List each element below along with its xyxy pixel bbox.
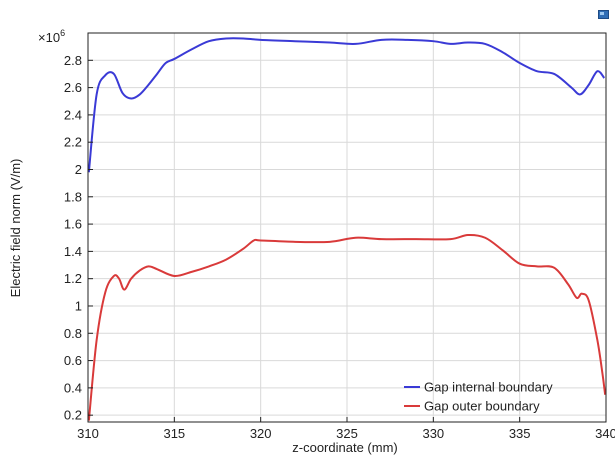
- y-tick-label: 0.2: [64, 408, 82, 423]
- export-image-icon[interactable]: [598, 10, 609, 19]
- y-tick-label: 2.6: [64, 80, 82, 95]
- y-tick-label: 1.4: [64, 244, 82, 259]
- y-tick-label: 2.8: [64, 53, 82, 68]
- y-tick-label: 1: [75, 298, 82, 313]
- axis-ticks: 310 315 320 325 330 335 340 0.2 0.4 0.6 0.8 1 1.2 1.4…: [64, 53, 615, 441]
- legend: Gap internal boundary Gap outer boundary: [404, 380, 553, 414]
- y-tick-label: 1.2: [64, 271, 82, 286]
- series-line-1: [87, 37, 606, 173]
- series-lines: [87, 37, 607, 421]
- y-tick-label: 0.6: [64, 353, 82, 368]
- x-tick-label: 340: [595, 426, 615, 441]
- y-tick-label: 1.8: [64, 189, 82, 204]
- y-tick-label: 0.8: [64, 326, 82, 341]
- x-tick-label: 315: [163, 426, 185, 441]
- y-multiplier-base: ×10: [38, 30, 60, 45]
- y-tick-label: 2.4: [64, 107, 82, 122]
- y-tick-label: 1.6: [64, 217, 82, 232]
- grid-lines: [87, 33, 607, 422]
- x-tick-label: 325: [336, 426, 358, 441]
- x-tick-label: 330: [422, 426, 444, 441]
- series-line-2: [87, 233, 607, 421]
- y-tick-label: 2.2: [64, 135, 82, 150]
- y-axis-multiplier: ×106: [38, 28, 65, 45]
- x-tick-label: 320: [250, 426, 272, 441]
- x-tick-label: 310: [77, 426, 99, 441]
- y-axis-label: Electric field norm (V/m): [8, 159, 23, 298]
- y-multiplier-exponent: 6: [60, 28, 65, 38]
- legend-label: Gap outer boundary: [424, 399, 540, 414]
- y-tick-label: 2: [75, 162, 82, 177]
- legend-label: Gap internal boundary: [424, 380, 553, 395]
- y-tick-label: 0.4: [64, 380, 82, 395]
- x-tick-label: 335: [509, 426, 531, 441]
- x-axis-label: z-coordinate (mm): [292, 440, 397, 455]
